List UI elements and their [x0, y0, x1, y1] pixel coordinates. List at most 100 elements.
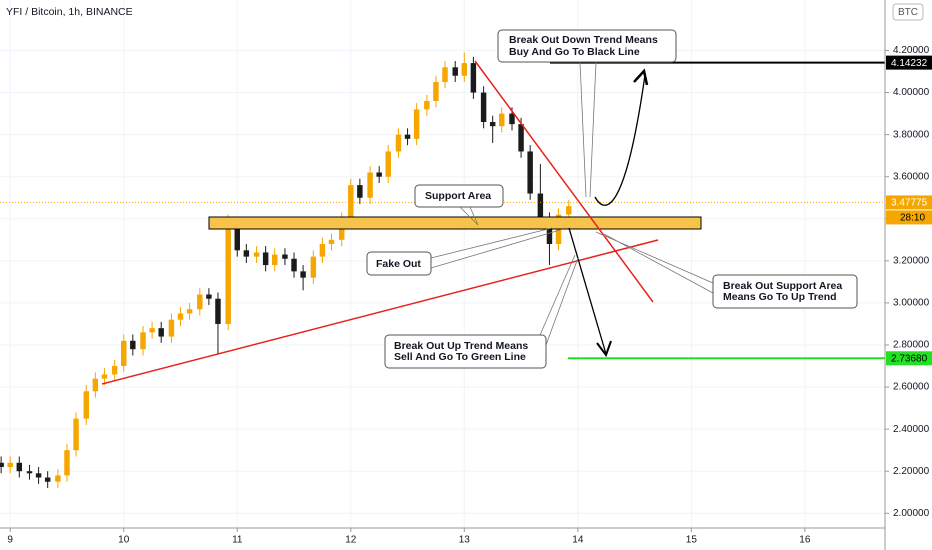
candle-body: [424, 100, 430, 110]
candle-body: [206, 294, 212, 299]
callout-box: [384, 334, 547, 369]
callout-text: Means Go To Up Trend: [723, 291, 837, 303]
countdown-tag: [886, 210, 932, 225]
callout-text: Sell And Go To Green Line: [394, 351, 526, 363]
up-arrow: [594, 74, 646, 206]
price-tag-label: 4.14232: [891, 58, 928, 69]
price-tag: [886, 351, 932, 366]
candle-body: [149, 328, 155, 333]
x-tick-label: 11: [232, 535, 243, 546]
currency-label: BTC: [898, 7, 918, 18]
candle-body: [433, 82, 439, 101]
candle-body: [101, 374, 108, 379]
callout-box: [366, 251, 432, 276]
candle-body: [271, 254, 278, 266]
callout-text: Break Out Down Trend Means: [509, 34, 658, 46]
callout-text: Break Out Up Trend Means: [394, 340, 528, 352]
candle-body: [546, 218, 553, 245]
candle-body: [35, 473, 42, 478]
candle-body: [73, 418, 79, 451]
y-tick-label: 2.60000: [893, 382, 930, 393]
candle-body: [452, 67, 458, 76]
candle-body: [262, 252, 269, 266]
callout-text: Buy And Go To Black Line: [509, 46, 640, 58]
candle-body: [177, 313, 184, 320]
candle-body: [348, 185, 354, 219]
candle-body: [291, 258, 297, 272]
price-tag-label: 3.47775: [891, 198, 928, 209]
candle-body: [215, 298, 221, 324]
candle-body: [140, 332, 146, 350]
candle-body: [225, 227, 231, 324]
callout-box: [712, 274, 858, 309]
price-tag-label: 2.73680: [891, 353, 928, 364]
y-tick-label: 2.40000: [893, 424, 930, 435]
support-area: [208, 216, 702, 230]
candle-body: [461, 63, 468, 76]
candle-body: [319, 244, 326, 257]
candle-body: [253, 252, 260, 257]
y-tick-label: 2.80000: [893, 340, 930, 351]
candle-body: [158, 328, 164, 337]
candle-body: [83, 391, 90, 419]
y-tick-label: 3.20000: [893, 255, 930, 266]
candle-body: [130, 340, 136, 350]
up-arrow-head: [633, 68, 649, 86]
y-tick-label: 3.00000: [893, 298, 930, 309]
candle-body: [300, 271, 306, 278]
up-trend-line: [101, 239, 659, 385]
callout-pointer: [459, 206, 479, 226]
callout-text: Break Out Support Area: [723, 280, 842, 292]
chart-title: YFI / Bitcoin, 1h, BINANCE: [6, 6, 133, 18]
candle-body: [111, 366, 118, 375]
candle-body: [282, 254, 288, 259]
x-tick-label: 10: [118, 535, 130, 546]
price-tags: 4.14232 3.47775 28:10 2.73680: [886, 55, 932, 366]
candle-body: [7, 462, 13, 467]
candle-body: [234, 227, 240, 251]
price-tag: [886, 55, 932, 70]
grid: [0, 0, 885, 528]
x-tick-label: 16: [799, 535, 811, 546]
callout-text: Fake Out: [376, 258, 421, 270]
y-tick-label: 4.20000: [893, 45, 930, 56]
candle-body: [55, 475, 61, 482]
callout-pointer: [579, 61, 597, 198]
callout-pointer: [539, 254, 579, 346]
candle-body: [92, 378, 99, 392]
candle-body: [0, 462, 4, 467]
candle-body: [404, 134, 411, 139]
countdown-label: 28:10: [900, 213, 925, 224]
candle-body: [310, 256, 317, 278]
candle-body: [489, 122, 496, 127]
y-tick-label: 2.20000: [893, 466, 930, 477]
callout-box: [497, 29, 677, 63]
candle-body: [64, 450, 70, 476]
candle-body: [243, 250, 250, 257]
candle-body: [499, 113, 505, 127]
candle-body: [168, 319, 175, 337]
callout-box: [414, 184, 504, 208]
candle-body: [328, 239, 335, 245]
candle-body: [357, 185, 363, 198]
candle-body: [537, 193, 544, 219]
candle-body: [527, 151, 533, 194]
x-tick-label: 15: [686, 535, 698, 546]
y-tick-label: 4.00000: [893, 87, 930, 98]
down-arrow: [568, 227, 607, 355]
callout-text: Support Area: [425, 190, 491, 202]
candle-body: [442, 67, 448, 83]
candle-body: [480, 92, 487, 123]
levels: [0, 61, 885, 360]
candle-body: [509, 113, 515, 125]
price-tag: [886, 195, 932, 210]
candle-body: [395, 134, 402, 152]
x-tick-label: 13: [459, 535, 471, 546]
candle-body: [376, 172, 382, 177]
candle-body: [121, 340, 127, 367]
x-tick-label: 12: [345, 535, 357, 546]
candle-body: [197, 294, 203, 310]
y-tick-label: 3.80000: [893, 129, 930, 140]
down-trend-line: [474, 60, 654, 303]
